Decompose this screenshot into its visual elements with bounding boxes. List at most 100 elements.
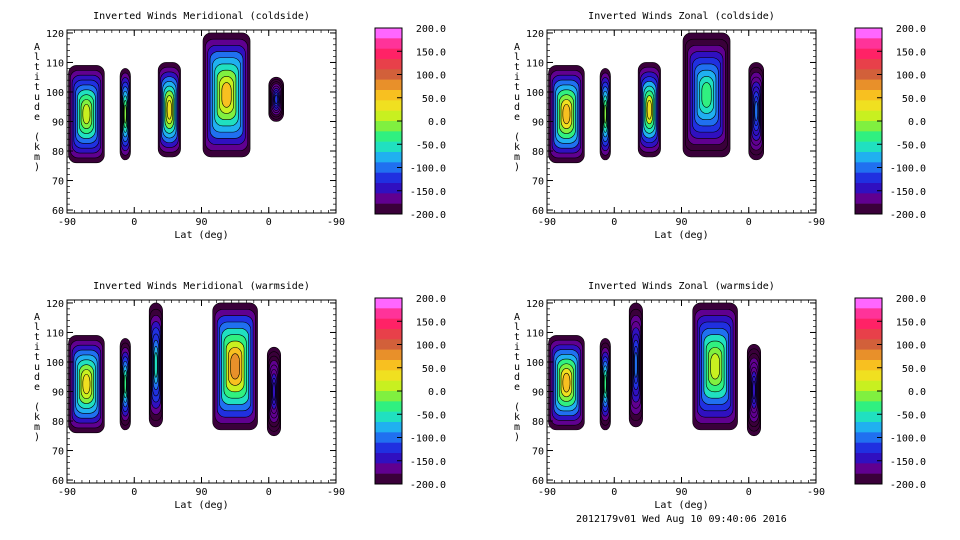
colorbar-segment [375, 391, 402, 402]
colorbar-tick-label: -100.0 [890, 164, 926, 175]
colorbar-tick-label: 100.0 [896, 341, 926, 352]
colorbar-segment [375, 193, 402, 204]
contour-layer [68, 302, 282, 437]
x-axis-label: Lat (deg) [654, 230, 708, 241]
colorbar-segment [375, 203, 402, 215]
x-tick-label: 0 [746, 487, 752, 498]
x-tick-label: 0 [611, 217, 617, 228]
y-axis-label-char: d [34, 102, 40, 113]
y-axis-label-char: t [514, 352, 520, 363]
y-axis-label-char: m [514, 422, 520, 433]
colorbar-segment [855, 422, 882, 433]
y-axis-label-char: ) [34, 432, 40, 443]
y-axis-label-char: A [34, 312, 40, 323]
colorbar-tick-label: -150.0 [890, 187, 926, 198]
contour-region-1 [68, 65, 105, 164]
contour-level [710, 353, 720, 380]
x-axis-label: Lat (deg) [654, 500, 708, 511]
colorbar-segment [855, 79, 882, 91]
contour-level [154, 352, 158, 378]
y-axis-label-char: t [34, 62, 40, 73]
contour-level [123, 104, 127, 124]
y-tick-label: 60 [532, 206, 544, 217]
colorbar-tick-label: 150.0 [416, 317, 446, 328]
contour-region-4 [212, 302, 258, 431]
x-tick-label: -90 [538, 217, 556, 228]
colorbar-segment [855, 152, 882, 163]
contour-region-2 [119, 338, 131, 431]
colorbar-segment [375, 90, 402, 101]
x-tick-label: -90 [807, 487, 825, 498]
y-axis-label-char: t [34, 352, 40, 363]
y-axis-label-char: k [514, 142, 520, 153]
y-tick-label: 70 [532, 177, 544, 188]
colorbar-segment [855, 100, 882, 111]
footer-timestamp: 2012179v01 Wed Aug 10 09:40:06 2016 [576, 514, 787, 525]
x-tick-label: -90 [807, 217, 825, 228]
y-axis-label-char: ) [514, 162, 520, 173]
y-tick-label: 90 [52, 118, 64, 129]
y-tick-label: 110 [526, 58, 544, 69]
colorbar-segment [375, 69, 402, 80]
y-axis-label-char: d [514, 102, 520, 113]
colorbar-segment [375, 442, 402, 454]
colorbar-tick-label: -150.0 [410, 187, 446, 198]
y-axis-label-char: l [514, 322, 520, 333]
y-tick-label: 110 [46, 58, 64, 69]
colorbar-segment [855, 38, 882, 49]
colorbar-segment [855, 28, 882, 39]
y-tick-label: 120 [46, 29, 64, 40]
contour-level [82, 104, 91, 125]
x-tick-label: -90 [538, 487, 556, 498]
chart-title: Inverted Winds Zonal (warmside) [588, 281, 775, 292]
colorbar-segment [855, 329, 882, 340]
x-tick-label: 0 [611, 487, 617, 498]
contour-region-2 [119, 68, 131, 161]
contour-region-2 [599, 338, 611, 431]
y-axis-label-char: ( [514, 402, 520, 413]
y-axis-label-char: ) [34, 162, 40, 173]
y-axis-label-char: e [514, 112, 520, 123]
colorbar-segment [375, 141, 402, 153]
y-tick-label: 70 [52, 177, 64, 188]
contour-level [562, 372, 571, 393]
x-tick-label: -90 [58, 487, 76, 498]
colorbar-segment [855, 370, 882, 381]
y-axis-label-char: t [34, 332, 40, 343]
y-axis-label-char: i [514, 72, 520, 83]
colorbar-segment [375, 453, 402, 464]
colorbar-segment [375, 370, 402, 381]
contour-region-5 [266, 346, 282, 437]
colorbar-tick-label: -50.0 [416, 140, 446, 151]
colorbar-tick-label: 0.0 [428, 117, 446, 128]
colorbar-segment [375, 432, 402, 443]
colorbar-segment [855, 48, 882, 60]
y-axis-label-char: u [514, 362, 520, 373]
colorbar-segment [855, 453, 882, 464]
x-tick-label: 90 [195, 487, 207, 498]
contour-region-3 [637, 62, 661, 158]
colorbar-segment [855, 463, 882, 474]
colorbar-segment [855, 141, 882, 153]
colorbar-segment [855, 203, 882, 215]
contour-region-3 [628, 302, 643, 428]
colorbar-segment [375, 100, 402, 111]
colorbar-segment [855, 360, 882, 371]
colorbar-tick-label: -150.0 [410, 457, 446, 468]
colorbar-segment [855, 162, 882, 173]
colorbar-segment [855, 193, 882, 204]
colorbar-segment [855, 442, 882, 454]
colorbar-segment [375, 463, 402, 474]
y-axis-label-char: A [514, 42, 520, 53]
y-tick-label: 120 [526, 299, 544, 310]
colorbar-segment [855, 391, 882, 402]
colorbar-tick-label: 200.0 [896, 24, 926, 35]
contour-level [221, 82, 232, 108]
contour-region-3 [148, 302, 163, 428]
y-axis-label-char: A [34, 42, 40, 53]
contour-level [701, 82, 712, 108]
y-axis-label-char: i [34, 342, 40, 353]
contour-level [646, 99, 652, 120]
colorbar-tick-label: 150.0 [416, 47, 446, 58]
colorbar-tick-label: 200.0 [416, 294, 446, 305]
